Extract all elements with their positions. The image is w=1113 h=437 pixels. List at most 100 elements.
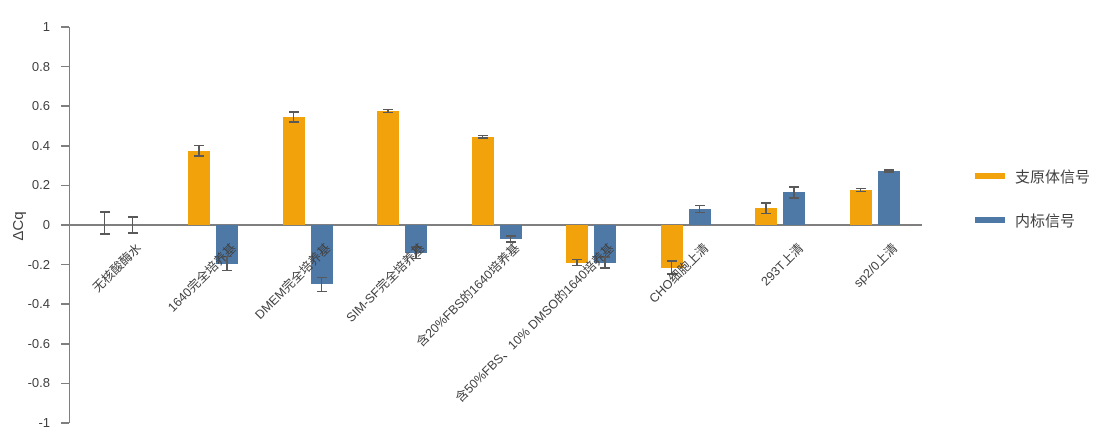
legend-item-internal-control: 内标信号 (975, 209, 1090, 231)
error-bar (765, 203, 767, 214)
error-bar-cap (694, 211, 705, 214)
error-bar-cap (127, 216, 138, 218)
error-bar-cap (600, 256, 610, 258)
category-label: 含50%FBS、10% DMSO的1640培养基 (452, 240, 617, 405)
bar-mycoplasma (471, 136, 494, 225)
error-bar (509, 235, 512, 242)
error-bar-cap (288, 111, 299, 113)
error-bar-cap (666, 273, 677, 275)
y-tick-label: -0.4 (27, 296, 50, 312)
y-tick-mark (60, 303, 69, 305)
error-bar (320, 277, 323, 292)
y-tick-mark (60, 343, 69, 345)
y-tick-label: 0.2 (31, 177, 50, 193)
error-bar-cap (383, 108, 393, 111)
category-label: 1640完全培养基 (164, 240, 239, 315)
error-bar (415, 246, 417, 259)
bar-internal-control (594, 225, 616, 263)
legend-label-mycoplasma: 支原体信号 (1015, 168, 1091, 186)
error-bar-cap (694, 204, 705, 207)
legend-item-mycoplasma: 支原体信号 (975, 165, 1090, 187)
error-bar-cap (222, 255, 232, 258)
error-bar-cap (411, 257, 421, 260)
error-bar-cap (477, 134, 488, 137)
category-label: 含20%FBS的1640培养基 (413, 240, 523, 350)
y-tick-label: -0.2 (27, 256, 50, 272)
error-bar-cap (883, 171, 894, 173)
y-tick-label: 0.4 (31, 137, 50, 153)
bar-internal-control (310, 225, 333, 285)
legend: 支原体信号 内标信号 (975, 165, 1090, 253)
bar-mycoplasma (188, 150, 210, 225)
error-bar-cap (222, 269, 232, 272)
bar-internal-control (877, 171, 900, 225)
error-bar-cap (855, 187, 866, 190)
category-label: SIM-SF完全培养基 (343, 240, 428, 325)
y-tick-mark (60, 422, 69, 424)
y-tick-label: -0.8 (27, 375, 50, 391)
error-bar-cap (383, 111, 393, 114)
error-bar (387, 109, 389, 113)
y-tick-mark (60, 65, 69, 68)
error-bar (292, 112, 295, 123)
legend-label-internal-control: 内标信号 (1015, 212, 1076, 230)
error-bar (226, 256, 228, 271)
error-bar-cap (288, 121, 299, 123)
legend-swatch-internal-control (975, 217, 1005, 223)
bar-internal-control (688, 209, 711, 225)
error-bar-cap (789, 186, 799, 188)
bar-mycoplasma (377, 111, 399, 225)
bar-mycoplasma (566, 225, 588, 263)
error-bar (103, 212, 106, 234)
y-tick-mark (60, 382, 69, 385)
error-bar-cap (99, 233, 110, 235)
error-bar (793, 186, 795, 198)
error-bar (131, 217, 134, 233)
bar-mycoplasma (849, 189, 872, 225)
error-bar (698, 205, 701, 213)
y-tick-label: 1 (42, 19, 50, 34)
category-label: sp2/0上清 (851, 240, 901, 291)
error-bar (859, 188, 862, 192)
y-tick-label: 0.6 (31, 98, 50, 114)
legend-swatch-mycoplasma (975, 173, 1005, 179)
error-bar-cap (505, 235, 516, 237)
error-bar-cap (789, 197, 799, 199)
error-bar-cap (761, 212, 771, 215)
bar-mycoplasma (755, 208, 777, 225)
error-bar-cap (127, 232, 138, 234)
error-bar-cap (572, 258, 582, 261)
error-bar (481, 135, 484, 139)
y-tick-label: 0 (42, 217, 50, 232)
bar-internal-control (216, 225, 238, 264)
bar-internal-control (499, 225, 522, 239)
error-bar (670, 261, 673, 274)
error-bar-cap (194, 144, 204, 147)
error-bar-cap (316, 290, 327, 293)
y-tick-label: -0.6 (27, 335, 50, 351)
error-bar-cap (316, 276, 327, 279)
error-bar-cap (666, 260, 677, 262)
error-bar-cap (883, 169, 894, 171)
error-bar-cap (411, 246, 421, 248)
y-tick-mark (60, 26, 69, 28)
error-bar-cap (761, 202, 771, 204)
error-bar-cap (855, 190, 866, 193)
bar-mycoplasma (282, 117, 305, 225)
y-tick-mark (60, 105, 69, 107)
category-label: 无核酸酶水 (90, 240, 145, 295)
bar-internal-control (405, 225, 427, 253)
error-bar (604, 257, 606, 269)
error-bar-cap (99, 211, 110, 213)
x-axis-zero-line (68, 224, 922, 226)
y-tick-label: 0.8 (31, 58, 50, 74)
error-bar (198, 145, 200, 157)
error-bar-cap (600, 267, 610, 269)
error-bar-cap (505, 241, 516, 243)
y-tick-mark (60, 263, 69, 266)
y-tick-mark (60, 184, 69, 187)
y-tick-mark (60, 145, 69, 147)
y-tick-label: -1 (38, 415, 50, 430)
bar-internal-control (783, 192, 805, 225)
